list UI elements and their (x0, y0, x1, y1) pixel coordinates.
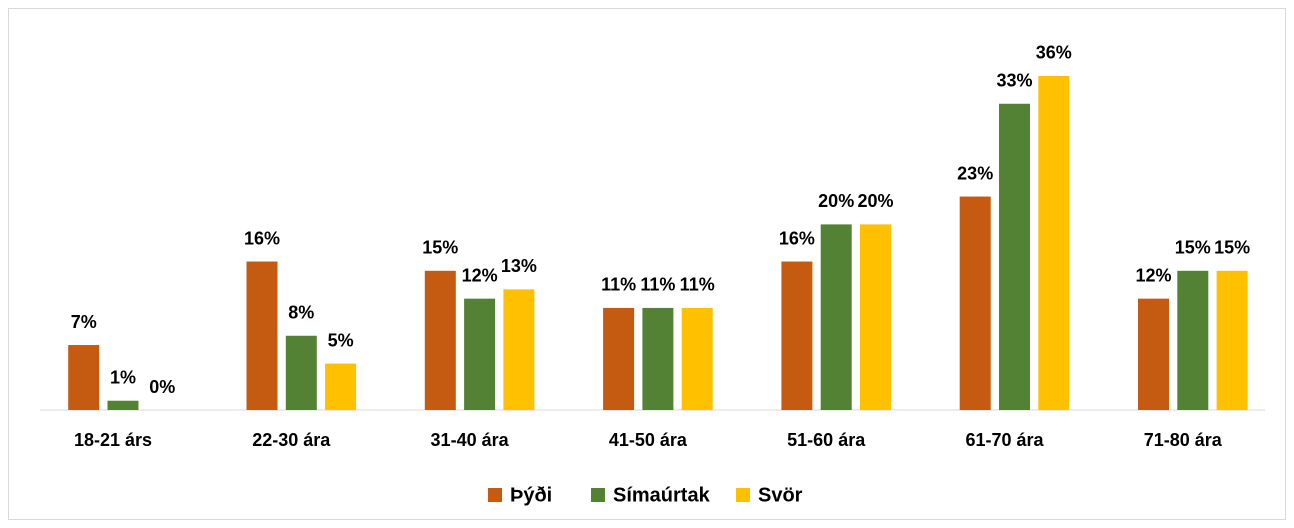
bar (781, 261, 813, 410)
bar (1138, 298, 1169, 410)
bar (285, 335, 317, 410)
data-label: 33% (996, 71, 1032, 91)
bar (68, 345, 100, 410)
bar (1177, 270, 1209, 410)
data-label: 15% (1214, 238, 1250, 258)
x-tick-label: 61-70 ára (965, 430, 1044, 450)
bar (999, 103, 1030, 410)
data-label: 8% (288, 303, 314, 323)
bar (107, 400, 139, 410)
x-tick-label: 71-80 ára (1144, 430, 1223, 450)
x-tick-label: 41-50 ára (609, 430, 688, 450)
legend-label: Svör (758, 484, 803, 506)
bar (603, 307, 635, 410)
legend-label: Þýði (510, 484, 552, 506)
bar (820, 224, 852, 410)
data-label: 23% (957, 163, 993, 183)
legend-label: Símaúrtak (613, 484, 711, 506)
bar (1216, 270, 1248, 410)
data-label: 5% (328, 330, 354, 350)
bar (681, 307, 713, 410)
legend-swatch (736, 488, 750, 502)
data-label: 12% (462, 265, 498, 285)
bar (959, 196, 991, 410)
x-tick-label: 22-30 ára (252, 430, 331, 450)
bar (325, 363, 357, 410)
data-label: 20% (818, 191, 854, 211)
bar (1038, 75, 1070, 411)
x-tick-label: 51-60 ára (787, 430, 866, 450)
bar (860, 224, 891, 410)
data-label: 36% (1036, 43, 1072, 63)
data-label: 0% (149, 377, 175, 397)
data-label: 1% (110, 367, 136, 387)
chart-border (8, 8, 1286, 520)
x-tick-label: 18-21 árs (74, 430, 152, 450)
data-label: 12% (1135, 265, 1171, 285)
data-label: 11% (601, 275, 636, 295)
data-label: 20% (857, 191, 893, 211)
bar (246, 261, 278, 410)
bar (424, 270, 456, 410)
bar (464, 298, 496, 410)
x-tick-label: 31-40 ára (431, 430, 510, 450)
bar (642, 307, 674, 410)
data-label: 15% (422, 238, 458, 258)
data-label: 16% (779, 228, 815, 248)
legend-swatch (591, 488, 605, 502)
data-label: 11% (680, 275, 715, 295)
legend-swatch (488, 488, 502, 502)
data-label: 15% (1175, 238, 1211, 258)
data-label: 13% (501, 256, 537, 276)
data-label: 16% (244, 228, 280, 248)
data-label: 11% (640, 275, 675, 295)
bar (503, 289, 535, 410)
data-label: 7% (71, 312, 97, 332)
